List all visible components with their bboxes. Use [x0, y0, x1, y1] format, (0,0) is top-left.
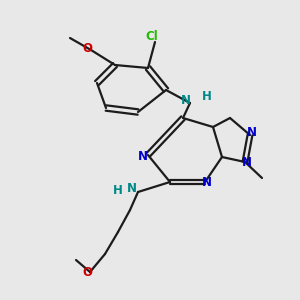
- Text: N: N: [247, 127, 257, 140]
- Text: N: N: [202, 176, 212, 190]
- Text: N: N: [138, 149, 148, 163]
- Text: N: N: [242, 157, 252, 169]
- Text: N: N: [127, 182, 137, 194]
- Text: Cl: Cl: [146, 31, 158, 44]
- Text: N: N: [181, 94, 191, 107]
- Text: H: H: [202, 91, 212, 103]
- Text: O: O: [82, 266, 92, 278]
- Text: H: H: [113, 184, 123, 196]
- Text: O: O: [82, 41, 92, 55]
